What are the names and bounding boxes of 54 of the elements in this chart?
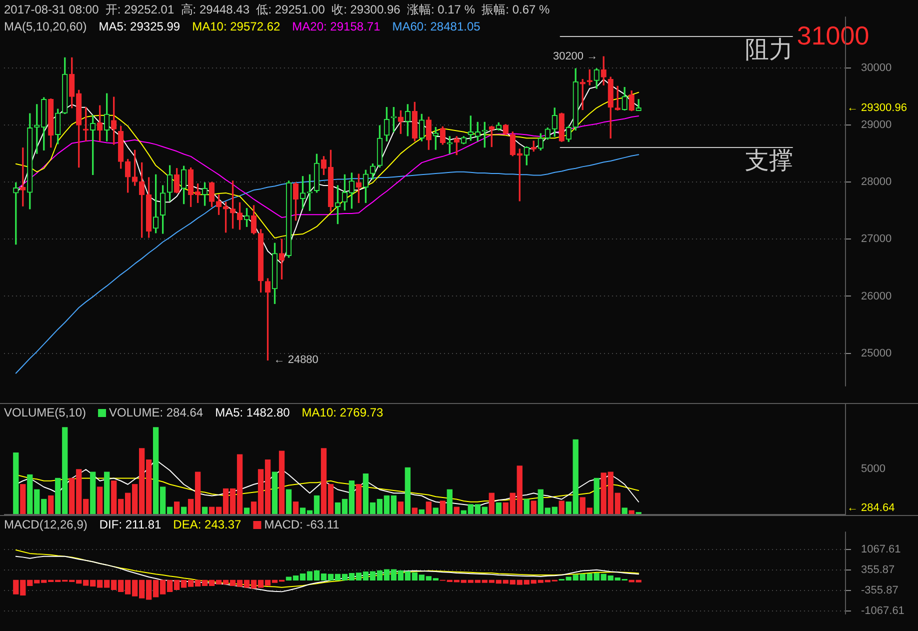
text: MA10: 29572.62 (192, 19, 280, 34)
bar (524, 498, 530, 515)
text: MA20: 29158.71 (292, 19, 381, 34)
text: MA5: 29325.99 (98, 19, 180, 34)
bar (286, 489, 292, 515)
legend-title: VOLUME(5,10) (4, 405, 86, 420)
ref-line-label: 支撑 (744, 146, 793, 175)
bar (48, 495, 54, 515)
bar (530, 500, 536, 515)
text: DIF: 211.81 (99, 517, 162, 532)
text: ← 284.64 (847, 502, 895, 514)
annotation: 30200 → (552, 50, 598, 63)
chart-title: 2017-08-31 08:00 开: 29252.01 高: 29448.43 低: 29251.00 收: 29300.96 涨幅: 0.17 % 振幅: 0.67 % (4, 2, 550, 16)
legend-title: MACD(12,26,9) (4, 517, 88, 532)
text: MA60: 28481.05 (392, 19, 481, 34)
bar (558, 500, 564, 515)
y-tick-label: 25000 (861, 347, 892, 360)
y-tick-label: 1067.61 (861, 544, 901, 556)
bar (174, 502, 180, 515)
y-tick-label: -355.87 (861, 584, 898, 596)
y-tick-label: 355.87 (861, 564, 895, 576)
text: 31000 (796, 20, 870, 51)
bar (594, 478, 600, 515)
legend-label: VOLUME: 284.64 (109, 405, 204, 420)
bar (426, 502, 432, 515)
bar (20, 484, 26, 515)
text: MA10: 2769.73 (302, 405, 384, 420)
bar (446, 489, 453, 515)
text: ← 29300.96 (847, 102, 907, 114)
y-tick-label: -1067.61 (861, 604, 904, 617)
bar (292, 502, 299, 515)
bar (97, 486, 103, 515)
bar (13, 452, 19, 515)
annotation: ← 24880 (274, 354, 318, 366)
y-tick-label: 27000 (861, 233, 892, 246)
bar (404, 467, 411, 515)
text: 5000 (861, 463, 886, 476)
text: MA5: 1482.80 (215, 405, 290, 420)
bar (398, 502, 404, 515)
y-tick-label: 28000 (861, 176, 892, 188)
y-tick-label: 26000 (861, 290, 892, 302)
bar (272, 472, 278, 515)
bar (90, 472, 96, 515)
y-tick-label: 30000 (861, 62, 892, 74)
bar (278, 450, 285, 515)
bar (104, 472, 110, 515)
y-tick-label: 29000 (861, 119, 892, 132)
ref-line-label: 阻力 (744, 36, 793, 64)
legend-title: MA(5,10,20,60) (4, 19, 87, 34)
bar (488, 492, 494, 515)
legend-label: MACD: -63.11 (264, 517, 340, 532)
text: DEA: 243.37 (173, 517, 242, 532)
bar (356, 484, 362, 515)
bar (440, 500, 446, 515)
